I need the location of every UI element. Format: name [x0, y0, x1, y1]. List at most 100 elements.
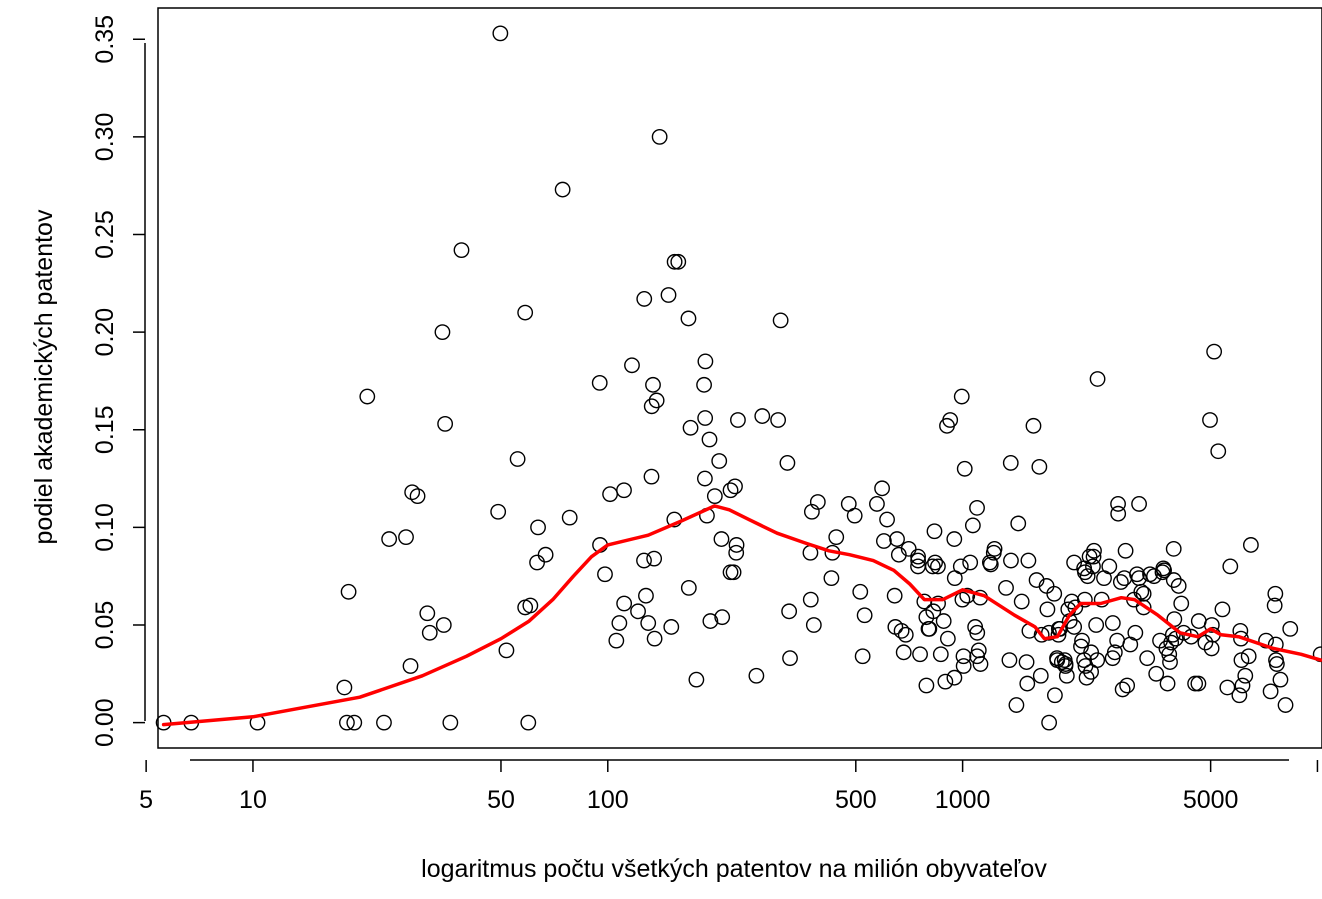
data-point: [522, 597, 539, 614]
data-point: [339, 714, 355, 731]
data-point: [910, 552, 927, 569]
data-point: [509, 451, 526, 467]
x-axis-ticks: 5 10 50 100 500 1000 5000: [139, 760, 1319, 814]
data-point: [624, 357, 640, 374]
data-point: [986, 540, 1003, 557]
data-point: [969, 499, 985, 516]
data-point: [1175, 624, 1192, 641]
data-point: [346, 714, 363, 731]
data-point: [939, 630, 956, 647]
data-point: [1222, 558, 1239, 575]
data-point: [1148, 665, 1165, 682]
data-point: [946, 669, 963, 686]
x-tick-label: 5: [139, 786, 153, 814]
data-point: [670, 253, 687, 270]
data-point: [722, 564, 739, 581]
y-axis-ticks: 0.00 0.05 0.10 0.15 0.20 0.25 0.30 0.35: [91, 15, 145, 747]
data-point: [1085, 558, 1101, 575]
data-point: [1267, 636, 1284, 653]
data-point: [921, 620, 938, 637]
data-point: [666, 253, 683, 270]
data-point: [611, 615, 628, 631]
data-point: [402, 658, 419, 674]
data-point: [1135, 585, 1152, 602]
y-tick-label: 0.25: [91, 210, 119, 259]
data-point: [1058, 667, 1075, 684]
data-point: [1106, 644, 1123, 661]
data-point: [918, 677, 935, 694]
data-point: [935, 613, 952, 629]
data-point: [728, 537, 745, 553]
data-point: [630, 603, 646, 620]
data-point: [1081, 548, 1098, 565]
data-point: [869, 496, 885, 512]
y-tick-label: 0.10: [91, 503, 119, 552]
data-point: [969, 648, 986, 665]
x-tick-label: 500: [835, 786, 877, 814]
data-point: [1262, 683, 1279, 700]
data-point: [1203, 640, 1220, 657]
data-point: [782, 650, 798, 667]
data-point: [1086, 542, 1102, 559]
data-point: [442, 714, 459, 731]
data-point: [696, 376, 712, 393]
data-point: [336, 679, 353, 696]
data-point: [1008, 697, 1025, 713]
data-point: [930, 595, 946, 612]
data-point: [1219, 679, 1236, 696]
data-point: [1162, 654, 1178, 670]
data-point: [1187, 675, 1204, 692]
data-point: [748, 667, 765, 684]
data-point: [770, 412, 787, 428]
data-point: [910, 548, 926, 565]
data-point: [900, 540, 917, 557]
data-point: [1112, 574, 1129, 590]
data-point: [1117, 542, 1134, 559]
data-point: [1067, 599, 1084, 616]
data-point: [701, 431, 718, 448]
data-point: [1267, 585, 1284, 602]
data-point: [419, 605, 436, 622]
data-point: [874, 480, 890, 497]
data-point: [1266, 597, 1283, 614]
data-point: [998, 579, 1014, 596]
data-point: [1078, 669, 1095, 686]
y-tick-label: 0.35: [91, 15, 119, 64]
data-point: [434, 324, 451, 341]
x-axis-title: logaritmus počtu všetkých patentov na mi…: [421, 855, 1047, 883]
data-point: [1214, 601, 1231, 618]
data-point: [772, 312, 789, 329]
data-point: [937, 673, 954, 690]
data-point: [854, 648, 871, 665]
data-point: [1020, 552, 1037, 569]
plot-frame: [157, 7, 1322, 749]
data-point: [962, 554, 979, 571]
data-point: [1190, 675, 1207, 692]
data-point: [660, 287, 677, 303]
data-point: [1210, 443, 1227, 460]
data-point: [856, 607, 873, 624]
data-point: [1203, 617, 1220, 633]
data-point: [728, 544, 745, 561]
data-point: [1233, 652, 1250, 669]
data-point: [846, 507, 863, 524]
data-point: [651, 128, 668, 145]
data-point: [340, 583, 357, 600]
data-point: [1277, 697, 1294, 713]
data-point: [1272, 671, 1289, 688]
data-point: [1025, 417, 1042, 434]
data-point: [682, 419, 699, 436]
data-point: [722, 482, 739, 499]
data-point: [1079, 568, 1096, 585]
data-point: [435, 617, 452, 633]
data-point: [680, 310, 697, 327]
data-point: [1237, 667, 1254, 684]
data-point: [1031, 458, 1048, 475]
data-point: [1127, 624, 1144, 641]
y-tick-label: 0.00: [91, 698, 119, 747]
data-point: [608, 632, 625, 649]
data-point: [398, 529, 414, 546]
data-point: [890, 546, 907, 563]
data-point: [1032, 667, 1049, 684]
data-point: [1163, 634, 1180, 651]
